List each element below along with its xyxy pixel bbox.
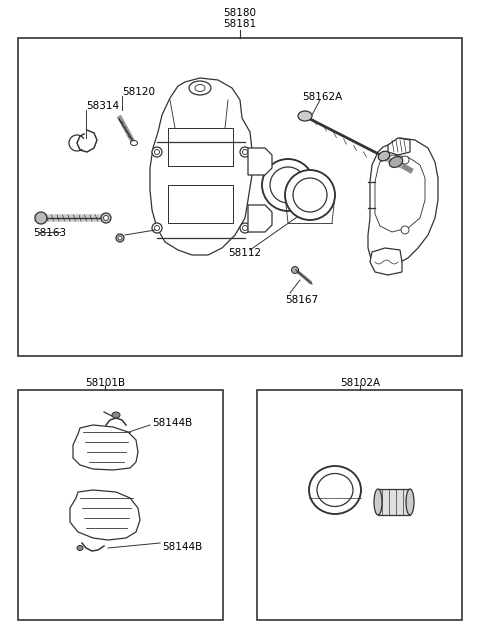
Ellipse shape bbox=[118, 236, 122, 240]
Ellipse shape bbox=[401, 156, 409, 164]
Polygon shape bbox=[370, 248, 402, 275]
Ellipse shape bbox=[112, 412, 120, 418]
Text: 58144B: 58144B bbox=[162, 542, 202, 552]
Text: 58144B: 58144B bbox=[152, 418, 192, 428]
Ellipse shape bbox=[309, 466, 361, 514]
Polygon shape bbox=[248, 148, 272, 175]
Ellipse shape bbox=[242, 226, 248, 231]
Polygon shape bbox=[70, 490, 140, 540]
Ellipse shape bbox=[291, 266, 299, 273]
Text: 58180: 58180 bbox=[224, 8, 256, 18]
Ellipse shape bbox=[195, 84, 205, 91]
Ellipse shape bbox=[155, 150, 159, 155]
Polygon shape bbox=[388, 138, 410, 155]
Polygon shape bbox=[73, 425, 138, 470]
Ellipse shape bbox=[293, 178, 327, 212]
Ellipse shape bbox=[189, 81, 211, 95]
Text: 58314: 58314 bbox=[86, 101, 119, 111]
Text: 58162A: 58162A bbox=[302, 92, 342, 102]
Ellipse shape bbox=[152, 147, 162, 157]
Ellipse shape bbox=[406, 489, 414, 515]
Text: 58101B: 58101B bbox=[85, 378, 125, 388]
Text: 58102A: 58102A bbox=[340, 378, 380, 388]
Text: 58181: 58181 bbox=[223, 19, 257, 29]
Ellipse shape bbox=[242, 150, 248, 155]
Ellipse shape bbox=[378, 151, 390, 161]
Ellipse shape bbox=[240, 223, 250, 233]
Bar bbox=[168, 185, 233, 223]
Polygon shape bbox=[248, 205, 272, 232]
Polygon shape bbox=[150, 78, 252, 255]
Text: 58120: 58120 bbox=[122, 87, 155, 97]
Ellipse shape bbox=[101, 213, 111, 223]
Ellipse shape bbox=[298, 111, 312, 121]
Ellipse shape bbox=[285, 170, 335, 220]
Ellipse shape bbox=[389, 157, 403, 167]
Ellipse shape bbox=[270, 167, 306, 203]
Ellipse shape bbox=[35, 212, 47, 224]
Text: 58163: 58163 bbox=[33, 228, 66, 238]
Ellipse shape bbox=[116, 234, 124, 242]
Ellipse shape bbox=[262, 159, 314, 211]
Bar bbox=[18, 390, 223, 620]
Text: 58112: 58112 bbox=[228, 248, 261, 258]
Ellipse shape bbox=[401, 226, 409, 234]
Bar bbox=[378, 489, 410, 515]
Ellipse shape bbox=[240, 147, 250, 157]
Polygon shape bbox=[368, 138, 438, 268]
Text: 58167: 58167 bbox=[285, 295, 318, 305]
Ellipse shape bbox=[104, 215, 108, 220]
Ellipse shape bbox=[152, 223, 162, 233]
Bar bbox=[168, 128, 233, 166]
Polygon shape bbox=[375, 155, 425, 232]
Ellipse shape bbox=[317, 473, 353, 507]
Bar bbox=[257, 390, 462, 620]
Ellipse shape bbox=[77, 546, 83, 551]
Bar bbox=[18, 38, 462, 356]
Ellipse shape bbox=[374, 489, 382, 515]
Ellipse shape bbox=[155, 226, 159, 231]
Ellipse shape bbox=[131, 141, 137, 146]
